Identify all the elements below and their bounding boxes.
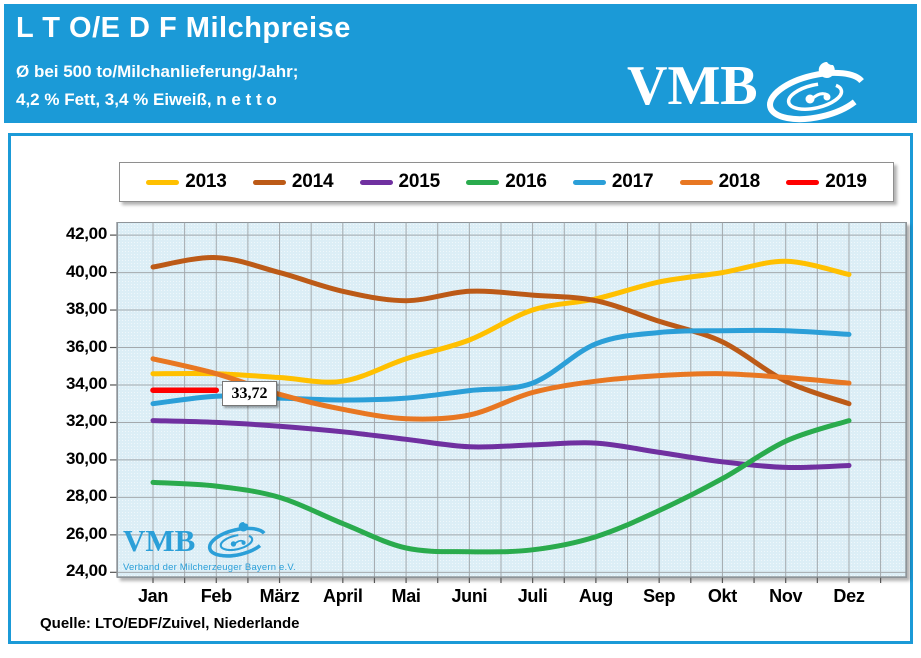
legend-swatch-2018: [679, 179, 713, 185]
x-tick-label-april: April: [323, 586, 363, 606]
series-line-2016: [150, 418, 852, 555]
x-tick-label-juni: Juni: [451, 586, 488, 606]
source-note: Quelle: LTO/EDF/Zuivel, Niederlande: [40, 615, 300, 632]
watermark-logo-text: VMB: [123, 523, 196, 558]
y-tick-label: 28,00: [65, 486, 107, 506]
legend-swatch-2016: [466, 179, 500, 185]
x-tick-label-feb: Feb: [200, 586, 232, 606]
y-tick-label: 32,00: [65, 411, 107, 431]
plot-border: [116, 222, 907, 578]
x-tick-label-jan: Jan: [137, 586, 169, 606]
series-line-2014: [150, 255, 852, 407]
legend-swatch-2017: [572, 179, 606, 185]
x-tick-label-nov: Nov: [769, 586, 803, 606]
y-tick-label: 42,00: [65, 224, 107, 244]
legend-item-2019: 2019: [786, 171, 867, 193]
series-line-2017: [150, 327, 852, 407]
legend-item-2018: 2018: [679, 171, 761, 193]
chart-title: L T O/E D F Milchpreise: [16, 12, 351, 44]
header-banner: L T O/E D F Milchpreise Ø bei 500 to/Mil…: [4, 4, 917, 123]
vmb-logo-text: VMB: [627, 55, 758, 117]
x-tick-label-juli: Juli: [517, 586, 548, 606]
series-line-2015: [150, 418, 852, 471]
legend-swatch-2013: [146, 179, 180, 185]
x-tick-label-sep: Sep: [643, 586, 676, 606]
x-tick-label-märz: März: [259, 586, 300, 606]
vmb-logo: VMB: [627, 55, 877, 123]
plot-watermark: VMB Verband der Milcherzeuger Bayern e.: [123, 521, 353, 573]
legend-label-2015: 2015: [398, 171, 441, 192]
plot-watermark-row: VMB: [123, 521, 353, 560]
legend: 2013 2014 2015 2016 2017 2018 2019: [119, 162, 894, 202]
watermark-swoosh-icon: [208, 521, 268, 558]
legend-item-2013: 2013: [146, 171, 227, 193]
chart-frame: 2013 2014 2015 2016 2017 2018 2019 42,00 40,00 3…: [8, 133, 913, 644]
legend-item-2016: 2016: [466, 171, 547, 193]
chart-subtitle-2: 4,2 % Fett, 3,4 % Eiweiß, n e t t o: [16, 90, 277, 109]
data-label-2019-value: 33,72: [231, 384, 268, 402]
y-tick-label: 34,00: [65, 373, 107, 393]
data-label-2019: 33,72: [222, 381, 277, 406]
y-tick-label: 40,00: [65, 261, 107, 281]
axis-ticks: [110, 234, 882, 583]
legend-label-2017: 2017: [611, 171, 654, 192]
legend-label-2013: 2013: [185, 171, 227, 192]
legend-swatch-2014: [252, 179, 286, 185]
x-tick-label-dez: Dez: [833, 586, 865, 606]
legend-label-2016: 2016: [505, 171, 547, 192]
vmb-swoosh-icon: [766, 61, 868, 123]
y-tick-label: 36,00: [65, 336, 107, 356]
y-tick-label: 24,00: [65, 561, 107, 581]
chart-subtitle-1: Ø bei 500 to/Milchanlieferung/Jahr;: [16, 62, 299, 81]
x-tick-label-mai: Mai: [391, 586, 421, 606]
legend-swatch-2015: [359, 179, 393, 185]
legend-label-2018: 2018: [718, 171, 761, 192]
legend-label-2019: 2019: [825, 171, 867, 192]
legend-item-2017: 2017: [572, 171, 654, 193]
legend-item-2015: 2015: [359, 171, 441, 193]
y-tick-label: 30,00: [65, 448, 107, 468]
x-tick-label-okt: Okt: [707, 586, 737, 606]
series-line-2013: [150, 258, 852, 385]
watermark-org-text: Verband der Milcherzeuger Bayern e.V.: [123, 562, 296, 573]
x-tick-label-aug: Aug: [578, 586, 613, 606]
legend-swatch-2019: [786, 179, 820, 185]
y-tick-label: 26,00: [65, 523, 107, 543]
legend-label-2014: 2014: [291, 171, 334, 192]
legend-item-2014: 2014: [252, 171, 334, 193]
y-tick-label: 38,00: [65, 299, 107, 319]
